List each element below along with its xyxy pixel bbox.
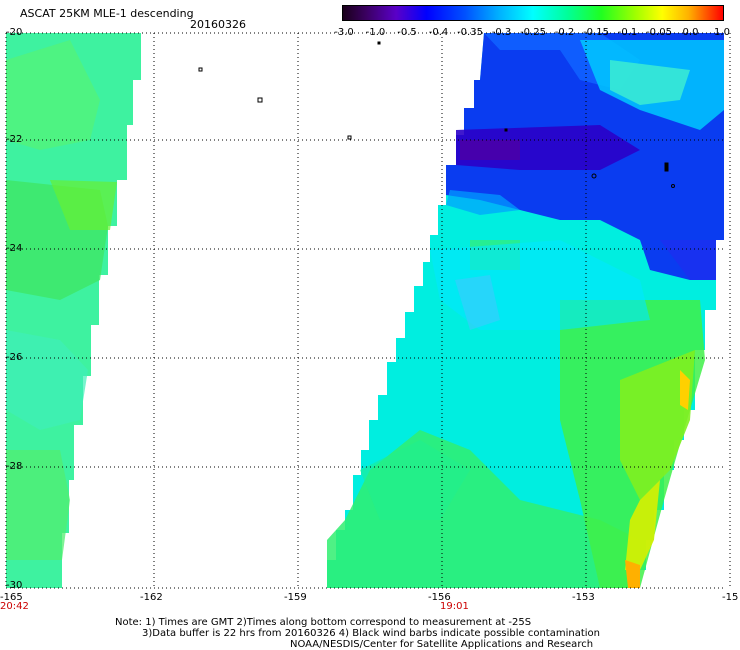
lon-label: -153 xyxy=(572,592,595,603)
right-swath xyxy=(327,33,724,588)
lat-label: -20 xyxy=(6,27,23,38)
colorbar-tick-label: 1.0 xyxy=(714,27,730,38)
lon-label: -159 xyxy=(284,592,307,603)
lon-label: -165 xyxy=(0,592,23,603)
lon-label: -156 xyxy=(428,592,451,603)
colorbar-tick-label: 0.0 xyxy=(682,27,699,38)
left-swath xyxy=(6,33,141,588)
colorbar-tick-label: -0.2 xyxy=(554,27,575,38)
note-line-3: NOAA/NESDIS/Center for Satellite Applica… xyxy=(290,639,594,650)
grid-lines xyxy=(5,32,731,589)
map-date: 20160326 xyxy=(190,18,246,31)
colorbar-tick-label: -0.35 xyxy=(457,27,483,38)
colorbar-tick-label: -0.15 xyxy=(583,27,609,38)
lat-label: -24 xyxy=(6,243,23,254)
colorbar-tick-label: -3.0 xyxy=(334,27,354,38)
note-line-2: 3)Data buffer is 22 hrs from 20160326 4)… xyxy=(142,628,600,639)
lat-label: -30 xyxy=(6,580,23,591)
lat-label: -22 xyxy=(6,134,23,145)
colorbar-tick-label: -0.25 xyxy=(520,27,546,38)
note-line-1: Note: 1) Times are GMT 2)Times along bot… xyxy=(115,617,532,628)
colorbar-tick-label: -0.4 xyxy=(428,27,449,38)
map-title: ASCAT 25KM MLE-1 descending xyxy=(20,7,194,20)
colorbar-tick-label: -0.3 xyxy=(491,27,512,38)
time-left: 20:42 xyxy=(0,601,29,612)
lat-label: -26 xyxy=(6,352,23,363)
lon-label: -15 xyxy=(722,592,739,603)
colorbar-tick-label: -0.1 xyxy=(617,27,638,38)
time-center: 19:01 xyxy=(440,601,469,612)
lat-label: -28 xyxy=(6,461,23,472)
lon-label: -162 xyxy=(140,592,163,603)
colorbar xyxy=(342,5,724,21)
colorbar-tick-label: -0.05 xyxy=(646,27,672,38)
island-outlines xyxy=(198,41,675,188)
colorbar-tick-label: -1.0 xyxy=(365,27,386,38)
colorbar-tick-label: -0.5 xyxy=(397,27,417,38)
